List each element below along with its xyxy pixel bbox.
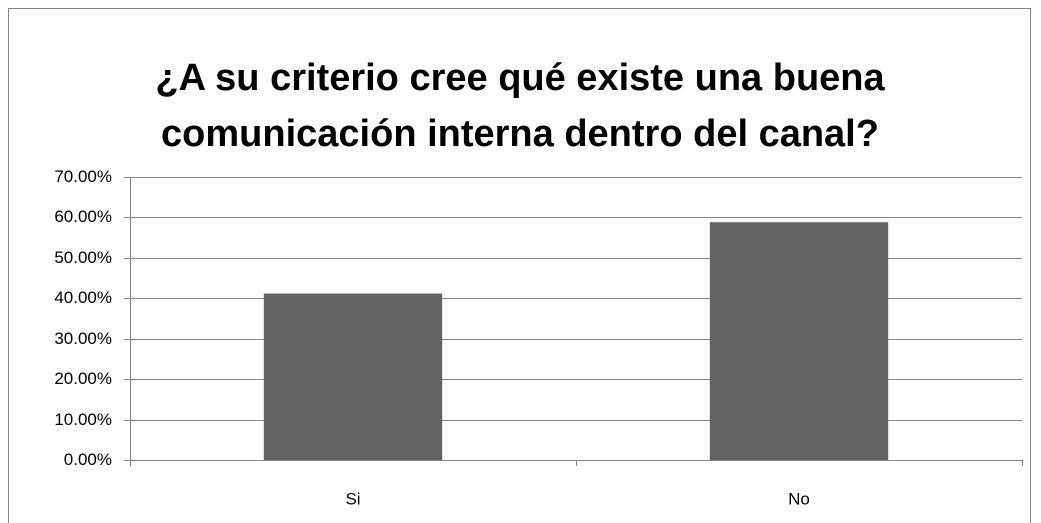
y-tick-label: 60.00%	[54, 207, 112, 226]
y-tick-label: 30.00%	[54, 329, 112, 348]
bar	[263, 293, 443, 460]
x-tick-label: Si	[345, 489, 360, 508]
y-tick-label: 70.00%	[54, 167, 112, 186]
chart-title: ¿A su criterio cree qué existe una buena	[155, 57, 885, 99]
chart-title: comunicación interna dentro del canal?	[161, 113, 879, 155]
bar	[709, 222, 889, 460]
y-tick-label: 0.00%	[64, 450, 112, 469]
y-tick-label: 10.00%	[54, 410, 112, 429]
y-tick-label: 50.00%	[54, 248, 112, 267]
y-tick-label: 40.00%	[54, 288, 112, 307]
x-tick-label: No	[788, 489, 810, 508]
y-tick-label: 20.00%	[54, 369, 112, 388]
